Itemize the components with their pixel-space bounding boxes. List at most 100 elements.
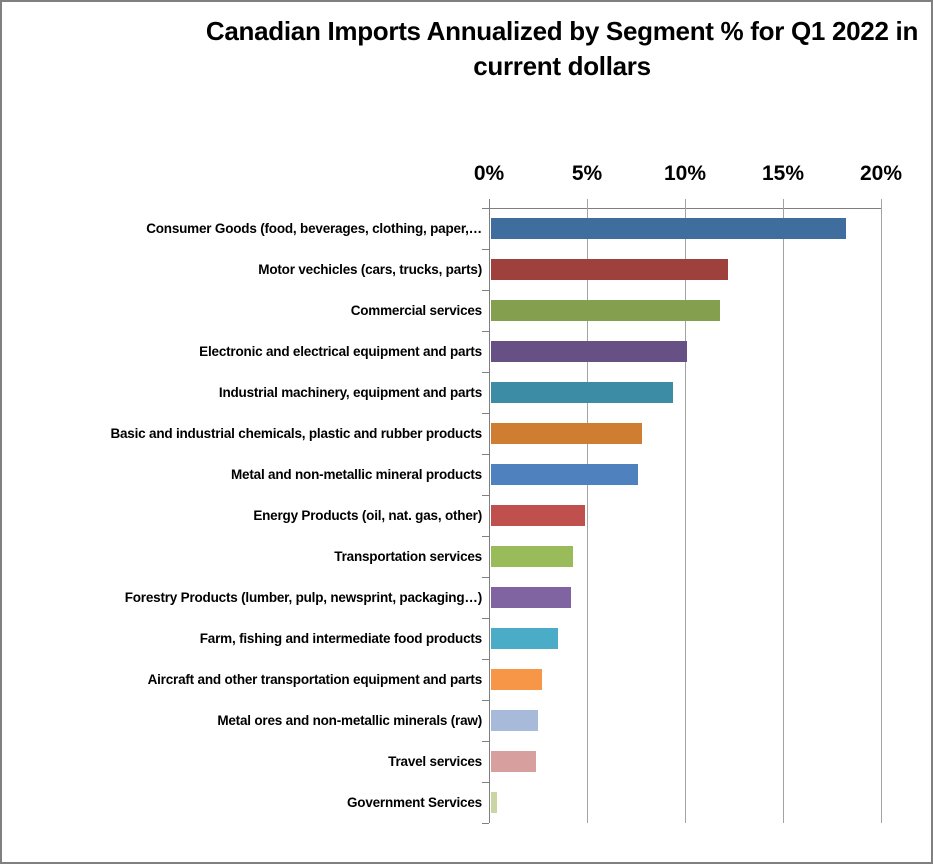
category-label: Motor vechicles (cars, trucks, parts) xyxy=(258,262,482,277)
chart-row: Industrial machinery, equipment and part… xyxy=(2,372,931,413)
bar xyxy=(491,464,638,485)
category-label: Metal ores and non-metallic minerals (ra… xyxy=(217,713,482,728)
bar xyxy=(491,710,539,731)
chart-row: Motor vechicles (cars, trucks, parts) xyxy=(2,249,931,290)
category-axis-tick xyxy=(482,782,489,783)
bar xyxy=(491,587,572,608)
plot-area xyxy=(482,199,882,824)
bar xyxy=(491,751,537,772)
chart-row: Electronic and electrical equipment and … xyxy=(2,331,931,372)
category-label: Forestry Products (lumber, pulp, newspri… xyxy=(124,590,483,605)
category-label: Aircraft and other transportation equipm… xyxy=(147,672,483,687)
category-axis-tick xyxy=(482,208,489,209)
bar-cell xyxy=(490,454,931,495)
category-label-cell: Forestry Products (lumber, pulp, newspri… xyxy=(2,590,490,605)
category-label-cell: Motor vechicles (cars, trucks, parts) xyxy=(2,262,490,277)
chart-row: Commercial services xyxy=(2,290,931,331)
category-label-cell: Industrial machinery, equipment and part… xyxy=(2,385,490,400)
bar xyxy=(491,341,687,362)
bar-cell xyxy=(490,331,931,372)
category-axis-tick xyxy=(482,331,489,332)
category-axis-tick xyxy=(482,659,489,660)
bar-cell xyxy=(490,782,931,823)
bar-cell xyxy=(490,700,931,741)
x-axis-tick-label: 5% xyxy=(571,162,603,185)
x-axis-tick-label: 20% xyxy=(859,162,903,185)
chart-row: Farm, fishing and intermediate food prod… xyxy=(2,618,931,659)
category-axis-tick xyxy=(482,536,489,537)
category-label: Energy Products (oil, nat. gas, other) xyxy=(253,508,482,523)
gridline xyxy=(783,199,784,823)
x-axis-tick-label: 0% xyxy=(473,162,505,185)
category-label: Industrial machinery, equipment and part… xyxy=(218,385,482,400)
category-label: Travel services xyxy=(388,754,482,769)
bar-cell xyxy=(490,208,931,249)
bar xyxy=(491,505,586,526)
category-label-cell: Consumer Goods (food, beverages, clothin… xyxy=(2,221,490,236)
category-axis-line xyxy=(489,199,490,823)
bar-cell xyxy=(490,741,931,782)
bar xyxy=(491,218,846,239)
bar-cell xyxy=(490,536,931,577)
category-label-cell: Aircraft and other transportation equipm… xyxy=(2,672,490,687)
x-axis-tick-label: 10% xyxy=(663,162,707,185)
category-label-cell: Farm, fishing and intermediate food prod… xyxy=(2,631,490,646)
bar-cell xyxy=(490,618,931,659)
bar-cell xyxy=(490,413,931,454)
category-label-cell: Transportation services xyxy=(2,549,490,564)
category-label-cell: Basic and industrial chemicals, plastic … xyxy=(2,426,490,441)
bar xyxy=(491,628,558,649)
chart-row: Basic and industrial chemicals, plastic … xyxy=(2,413,931,454)
category-axis-tick xyxy=(482,249,489,250)
category-axis-tick xyxy=(482,741,489,742)
category-label: Government Services xyxy=(346,795,482,810)
gridline xyxy=(587,199,588,823)
bar-cell xyxy=(490,249,931,290)
chart-row: Transportation services xyxy=(2,536,931,577)
x-axis-tick-label: 15% xyxy=(761,162,805,185)
chart-rows: Consumer Goods (food, beverages, clothin… xyxy=(2,208,931,823)
bar xyxy=(491,546,574,567)
category-label: Metal and non-metallic mineral products xyxy=(231,467,482,482)
bar-cell xyxy=(490,577,931,618)
chart-row: Forestry Products (lumber, pulp, newspri… xyxy=(2,577,931,618)
bar-cell xyxy=(490,495,931,536)
category-label: Basic and industrial chemicals, plastic … xyxy=(110,426,482,441)
bar xyxy=(491,259,729,280)
category-axis-tick xyxy=(482,618,489,619)
bar xyxy=(491,423,642,444)
chart-row: Energy Products (oil, nat. gas, other) xyxy=(2,495,931,536)
gridline xyxy=(881,199,882,823)
bar-cell xyxy=(490,290,931,331)
category-axis-tick xyxy=(482,290,489,291)
category-label: Consumer Goods (food, beverages, clothin… xyxy=(146,221,482,236)
bar xyxy=(491,382,674,403)
category-label-cell: Metal and non-metallic mineral products xyxy=(2,467,490,482)
chart-row: Government Services xyxy=(2,782,931,823)
bar xyxy=(491,792,497,813)
category-label-cell: Metal ores and non-metallic minerals (ra… xyxy=(2,713,490,728)
category-label-cell: Electronic and electrical equipment and … xyxy=(2,344,490,359)
bar-cell xyxy=(490,372,931,413)
chart-row: Metal ores and non-metallic minerals (ra… xyxy=(2,700,931,741)
category-label: Electronic and electrical equipment and … xyxy=(199,344,482,359)
category-axis-tick xyxy=(482,413,489,414)
chart-title: Canadian Imports Annualized by Segment %… xyxy=(205,16,919,81)
chart-row: Travel services xyxy=(2,741,931,782)
chart-row: Consumer Goods (food, beverages, clothin… xyxy=(2,208,931,249)
category-label-cell: Travel services xyxy=(2,754,490,769)
category-label: Farm, fishing and intermediate food prod… xyxy=(199,631,482,646)
category-axis-tick xyxy=(482,577,489,578)
category-label-cell: Commercial services xyxy=(2,303,490,318)
category-label-cell: Energy Products (oil, nat. gas, other) xyxy=(2,508,490,523)
chart-row: Aircraft and other transportation equipm… xyxy=(2,659,931,700)
category-label: Commercial services xyxy=(350,303,482,318)
category-axis-tick xyxy=(482,454,489,455)
category-label-cell: Government Services xyxy=(2,795,490,810)
gridline xyxy=(685,199,686,823)
category-axis-tick xyxy=(482,495,489,496)
bar xyxy=(491,669,542,690)
category-axis-tick xyxy=(482,700,489,701)
chart-row: Metal and non-metallic mineral products xyxy=(2,454,931,495)
